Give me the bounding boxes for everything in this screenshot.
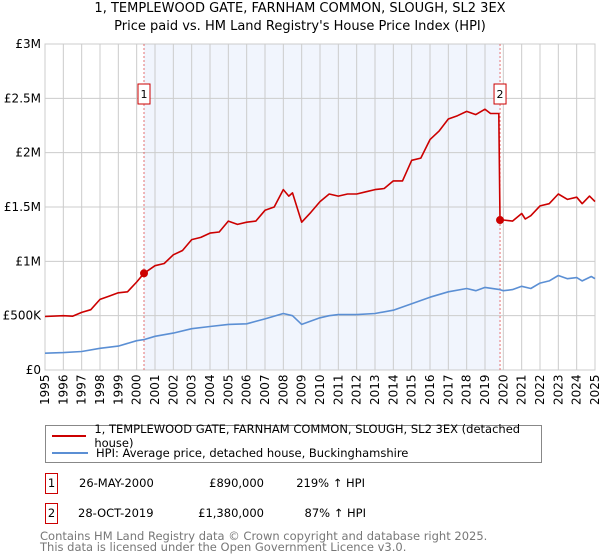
x-tick-label: 2015 xyxy=(405,374,419,405)
x-tick-label: 2023 xyxy=(551,374,565,405)
x-tick-label: 2004 xyxy=(203,374,217,405)
x-tick-label: 2018 xyxy=(460,374,474,405)
x-tick-label: 1997 xyxy=(75,374,89,405)
sale-price: £890,000 xyxy=(209,476,264,490)
y-tick-label: £2.5M xyxy=(4,91,41,105)
legend-swatch-blue xyxy=(52,452,88,454)
legend-label: HPI: Average price, detached house, Buck… xyxy=(96,446,409,460)
x-tick-label: 2005 xyxy=(221,374,235,405)
sale-hpi: 87% ↑ HPI xyxy=(304,506,366,520)
x-tick-label: 2001 xyxy=(148,374,162,405)
x-tick-label: 2000 xyxy=(130,374,144,405)
legend-item-hpi: HPI: Average price, detached house, Buck… xyxy=(52,445,408,461)
plot-border xyxy=(44,43,596,371)
y-tick-label: £500K xyxy=(3,309,43,323)
x-tick-label: 2025 xyxy=(588,374,600,405)
x-tick-label: 2016 xyxy=(423,374,437,405)
y-tick-label: £1.5M xyxy=(4,200,41,214)
sale-price: £1,380,000 xyxy=(198,506,264,520)
legend: 1, TEMPLEWOOD GATE, FARNHAM COMMON, SLOU… xyxy=(45,422,542,463)
chart-title: 1, TEMPLEWOOD GATE, FARNHAM COMMON, SLOU… xyxy=(94,1,506,16)
x-tick-label: 2006 xyxy=(240,374,254,405)
x-tick-label: 2022 xyxy=(533,374,547,405)
x-tick-label: 2019 xyxy=(478,374,492,405)
x-tick-label: 2020 xyxy=(496,374,510,405)
x-tick-label: 1995 xyxy=(38,374,52,405)
sale-point xyxy=(140,269,148,278)
x-tick-label: 1999 xyxy=(111,374,125,405)
x-tick-label: 2012 xyxy=(350,374,364,405)
sale-label-box xyxy=(137,83,151,105)
sale-hpi: 219% ↑ HPI xyxy=(296,476,365,490)
sale-date: 28-OCT-2019 xyxy=(78,506,154,520)
sale-date: 26-MAY-2000 xyxy=(79,476,154,490)
legend-item-property: 1, TEMPLEWOOD GATE, FARNHAM COMMON, SLOU… xyxy=(52,422,541,450)
series-line xyxy=(44,108,596,318)
sale-badge: 1 xyxy=(45,473,58,494)
x-tick-label: 2010 xyxy=(313,374,327,405)
x-tick-label: 1996 xyxy=(56,374,70,405)
x-tick-label: 2002 xyxy=(166,374,180,405)
x-tick-label: 2007 xyxy=(258,374,272,405)
legend-label: 1, TEMPLEWOOD GATE, FARNHAM COMMON, SLOU… xyxy=(94,422,521,450)
x-tick-label: 2013 xyxy=(368,374,382,405)
sale-label: 1 xyxy=(141,88,148,101)
y-tick-label: £3M xyxy=(15,37,41,51)
x-tick-label: 2008 xyxy=(276,374,290,405)
x-tick-label: 2009 xyxy=(295,374,309,405)
x-tick-label: 2014 xyxy=(386,374,400,405)
y-tick-label: £1M xyxy=(15,254,41,268)
chart-subtitle: Price paid vs. HM Land Registry's House … xyxy=(114,19,486,34)
series-line xyxy=(44,274,596,354)
x-tick-label: 2021 xyxy=(515,374,529,405)
sale-label-box xyxy=(493,83,507,105)
plot-area: 1995 1996 1997 1998 1999 2000 2001 2002 2003 2004… xyxy=(3,37,600,405)
footer: Contains HM Land Registry data © Crown c… xyxy=(40,529,488,554)
x-tick-label: 2003 xyxy=(185,374,199,405)
x-tick-label: 2017 xyxy=(441,374,455,405)
footer-licence: This data is licensed under the Open Gov… xyxy=(40,540,407,554)
x-tick-label: 2011 xyxy=(331,374,345,405)
x-tick-label: 2024 xyxy=(570,374,584,405)
x-tick-label: 1998 xyxy=(93,374,107,405)
sale-label: 2 xyxy=(497,88,504,101)
sale-badge: 2 xyxy=(45,503,58,524)
footer-copyright: Contains HM Land Registry data © Crown c… xyxy=(40,529,488,543)
sale-point xyxy=(496,216,505,225)
y-tick-label: £2M xyxy=(15,146,41,160)
y-tick-label: £0 xyxy=(26,363,41,377)
legend-swatch-red xyxy=(52,435,87,437)
